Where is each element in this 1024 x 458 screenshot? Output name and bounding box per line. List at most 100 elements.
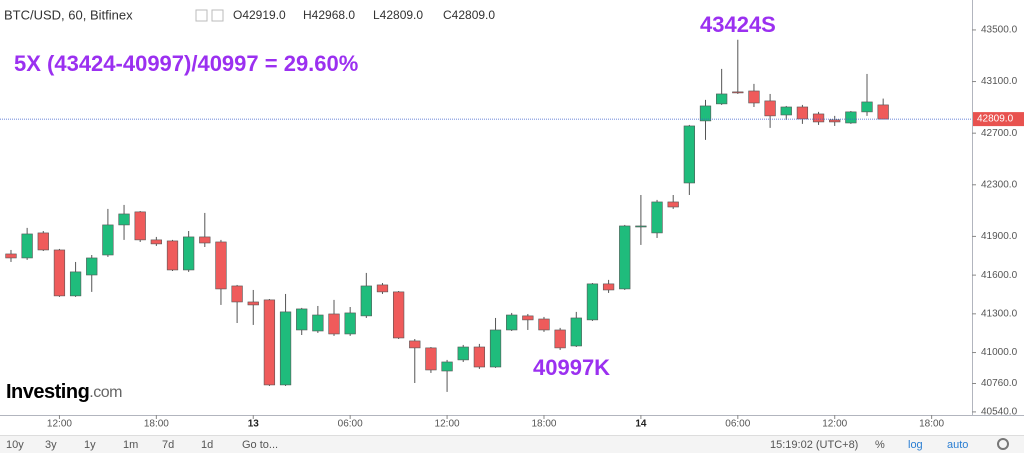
candle-body <box>829 119 841 123</box>
x-tick-label: 13 <box>248 419 260 430</box>
x-tick-label: 12:00 <box>435 419 460 430</box>
candle-body <box>538 318 550 331</box>
candle-body <box>215 241 227 290</box>
candle-body <box>312 314 324 332</box>
candle-body <box>69 271 82 297</box>
candle-body <box>5 253 17 259</box>
y-tick-label: 43100.0 <box>981 76 1018 87</box>
range-button[interactable]: 3y <box>45 439 57 451</box>
candle-body <box>134 211 146 241</box>
candle-body <box>732 91 744 94</box>
annotation: 5X (43424-40997)/40997 = 29.60% <box>14 51 358 76</box>
x-tick-label: 12:00 <box>822 419 847 430</box>
y-tick-label: 41000.0 <box>981 347 1018 358</box>
candle-body <box>716 93 728 105</box>
clock: 15:19:02 (UTC+8) <box>770 439 858 451</box>
toolbar <box>0 435 1024 453</box>
candle-body <box>506 314 518 331</box>
range-button[interactable]: 1d <box>201 439 213 451</box>
candle-body <box>360 285 372 317</box>
range-button[interactable]: 1y <box>84 439 96 451</box>
candle-body <box>86 257 98 276</box>
x-tick-label: 14 <box>635 419 647 430</box>
candle-body <box>683 125 695 184</box>
candle-body <box>602 283 615 291</box>
x-tick-label: 18:00 <box>144 419 169 430</box>
annotation: 40997K <box>533 355 610 380</box>
log-button[interactable]: log <box>908 439 923 451</box>
candle-body <box>328 313 340 335</box>
last-price-box <box>973 112 1024 127</box>
y-tick-label: 43500.0 <box>981 25 1018 36</box>
candle-body <box>651 201 663 234</box>
icon[interactable] <box>211 9 224 22</box>
candle-body <box>441 361 453 372</box>
candle-body <box>279 311 292 386</box>
candle-body <box>296 308 308 331</box>
axes: 43500.0 43100.0 42700.0 42300.0 41900.0 41600… <box>47 25 1024 430</box>
plot-area <box>0 39 972 392</box>
candle-body <box>861 101 873 113</box>
candle-body <box>344 312 356 335</box>
y-tick-label: 41300.0 <box>981 308 1018 319</box>
x-tick-label: 12:00 <box>47 419 72 430</box>
range-button[interactable]: 7d <box>162 439 174 451</box>
candle-body <box>118 213 130 226</box>
toolbar-items: 15:19:02 (UTC+8) % log auto 10y 3y 1y 1m 7d 1… <box>6 438 1009 451</box>
candle-body <box>748 90 760 104</box>
x-tick-label: 06:00 <box>725 419 750 430</box>
auto-button[interactable]: auto <box>947 439 968 451</box>
candle-body <box>489 329 502 368</box>
candle-body <box>392 291 405 339</box>
candle-body <box>37 232 49 251</box>
logo-suffix: .com <box>89 384 122 401</box>
candle-body <box>764 100 776 117</box>
settings-button[interactable] <box>997 438 1009 450</box>
candle-body <box>554 329 566 349</box>
icon[interactable] <box>195 9 208 22</box>
ohlc-open: O42919.0 <box>233 8 286 22</box>
x-tick-label: 18:00 <box>919 419 944 430</box>
candle-body <box>263 299 276 386</box>
candle-body <box>166 240 179 271</box>
candle-body <box>457 346 469 361</box>
candle-body <box>376 284 389 293</box>
candle-body <box>522 315 534 321</box>
candle-body <box>199 236 211 244</box>
y-tick-label: 40540.0 <box>981 407 1018 418</box>
candle-body <box>699 105 712 122</box>
percent-button[interactable]: % <box>875 439 885 451</box>
candle-body <box>877 104 889 120</box>
candle-body <box>812 113 825 123</box>
y-tick-label: 42300.0 <box>981 179 1018 190</box>
logo-brand: Investing.com <box>6 381 122 403</box>
symbol: BTC/USD, 60, Bitfinex <box>4 7 133 22</box>
candle-body <box>409 340 421 349</box>
candle-body <box>845 111 857 124</box>
candle-body <box>796 106 809 120</box>
candle-body <box>425 347 437 371</box>
candle-body <box>619 225 631 290</box>
candle-body <box>231 285 243 303</box>
x-tick-label: 06:00 <box>338 419 363 430</box>
candle-body <box>53 249 66 297</box>
range-button[interactable]: 1m <box>123 439 138 451</box>
y-tick-label: 41600.0 <box>981 270 1018 281</box>
candle-body <box>570 317 582 347</box>
ohlc-close: C42809.0 <box>443 8 495 22</box>
candle-body <box>102 224 114 256</box>
goto-button[interactable]: Go to... <box>242 439 278 451</box>
y-tick-label: 41900.0 <box>981 231 1018 242</box>
range-button[interactable]: 10y <box>6 439 24 451</box>
ohlc-low: L42809.0 <box>373 8 423 22</box>
logo-brand-text: Investing <box>6 381 89 403</box>
candle-body <box>473 346 486 368</box>
annotation: 43424S <box>700 12 776 37</box>
y-tick-label: 42700.0 <box>981 128 1018 139</box>
x-tick-label: 18:00 <box>531 419 556 430</box>
candle-body <box>247 301 259 306</box>
candle-body <box>183 236 195 271</box>
